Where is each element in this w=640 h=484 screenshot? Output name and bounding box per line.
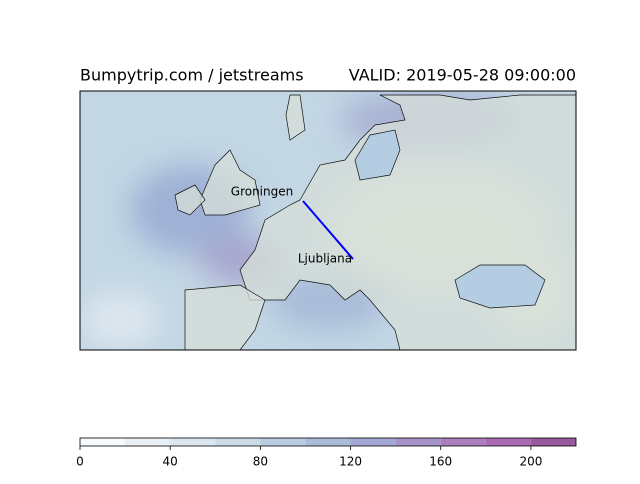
colorbar-segment	[395, 438, 441, 446]
title: Bumpytrip.com / jetstreams	[80, 66, 304, 85]
colorbar-segment	[260, 438, 306, 446]
city-label: Groningen	[231, 185, 293, 199]
route	[302, 200, 354, 260]
map-frame	[79, 90, 577, 351]
colorbar-segment	[485, 438, 531, 446]
seas	[354, 129, 546, 309]
colorbar-tick-label: 200	[519, 455, 542, 469]
valid-time: VALID: 2019-05-28 09:00:00	[349, 66, 576, 85]
colorbar-tick-label: 160	[429, 455, 452, 469]
colorbar-segment	[80, 438, 126, 446]
colorbar-tick-label: 0	[76, 455, 84, 469]
colorbar-tick-label: 120	[339, 455, 362, 469]
colorbar-tick-label: 40	[163, 455, 178, 469]
colorbar-frame	[79, 437, 577, 447]
colorbar-segment	[440, 438, 486, 446]
map	[80, 91, 576, 350]
colorbar-segment	[125, 438, 171, 446]
colorbar-segment	[305, 438, 351, 446]
colorbar-segment	[170, 438, 216, 446]
colorbar-segment	[530, 438, 576, 446]
colorbar-tick-label: 80	[253, 455, 268, 469]
colorbar-segment	[215, 438, 261, 446]
colorbar-segment	[350, 438, 396, 446]
colorbar: 0 40 80 120 160 200	[76, 437, 577, 469]
city-label: Ljubljana	[298, 252, 352, 266]
